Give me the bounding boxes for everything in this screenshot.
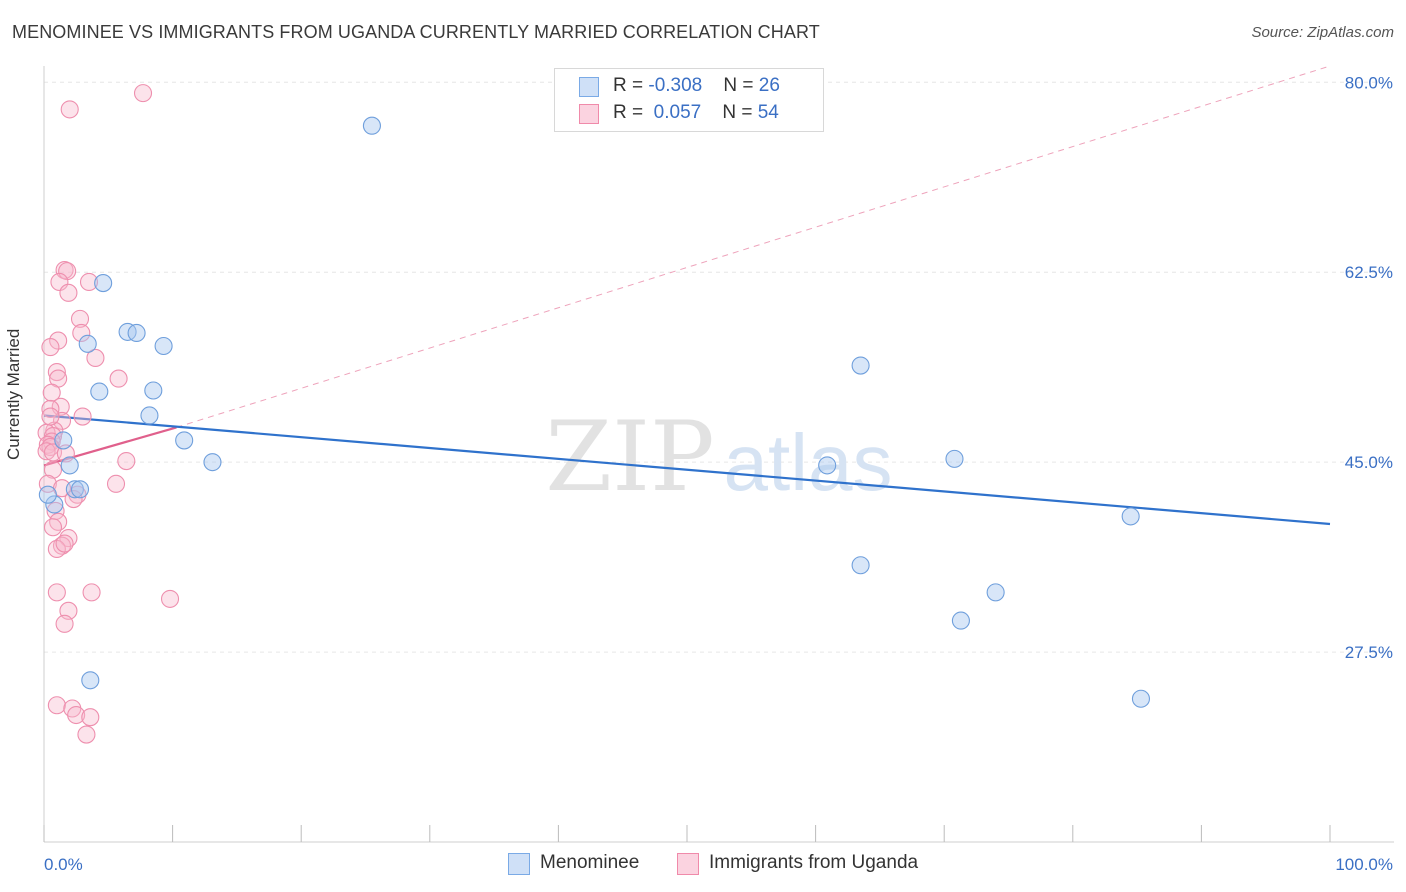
point-menominee — [362, 116, 381, 135]
watermark-atlas: atlas — [724, 418, 893, 507]
trend-line-uganda — [43, 426, 177, 467]
legend-swatch-menominee — [579, 77, 599, 97]
point-uganda — [60, 100, 79, 119]
point-uganda — [49, 512, 68, 531]
point-uganda — [47, 696, 66, 715]
point-menominee — [54, 431, 73, 450]
point-uganda — [49, 331, 68, 350]
y-tick-label: 27.5% — [1345, 643, 1393, 662]
point-uganda — [86, 348, 105, 367]
point-uganda — [117, 452, 136, 471]
point-uganda — [41, 399, 60, 419]
data-points — [37, 84, 1151, 744]
source-note: Source: ZipAtlas.com — [1251, 24, 1394, 41]
bottom-legend-swatch-uganda — [677, 853, 699, 875]
point-menominee — [60, 456, 79, 475]
point-menominee — [140, 406, 159, 425]
point-uganda — [67, 705, 86, 725]
point-uganda — [82, 583, 101, 602]
x-tick-label-max: 100.0% — [1335, 855, 1393, 874]
point-menominee — [945, 449, 964, 468]
tick-labels: 27.5% 45.0% 62.5% 80.0% 0.0% 100.0% — [44, 73, 1393, 874]
point-uganda — [106, 474, 126, 493]
point-uganda — [81, 708, 100, 727]
gridlines — [44, 81, 1394, 653]
point-menominee — [851, 556, 870, 575]
point-uganda — [59, 283, 78, 302]
point-uganda — [47, 583, 66, 602]
point-uganda — [73, 407, 92, 426]
point-uganda — [38, 474, 57, 493]
point-menominee — [78, 334, 97, 353]
point-menominee — [90, 382, 109, 401]
point-uganda — [52, 411, 72, 430]
point-uganda — [77, 725, 96, 744]
point-uganda — [64, 489, 83, 509]
stats-legend: R = -0.308 N = 26 R = 0.057 N = 54 — [554, 68, 824, 132]
trend-line-menominee — [43, 414, 1331, 526]
point-menominee — [118, 322, 137, 341]
point-menominee — [144, 381, 163, 400]
point-uganda — [52, 536, 72, 555]
point-uganda — [109, 369, 128, 388]
legend-r-value-uganda: 0.057 — [648, 102, 702, 123]
point-menominee — [81, 671, 100, 690]
y-tick-label: 45.0% — [1345, 453, 1393, 472]
point-uganda — [37, 442, 56, 461]
point-uganda — [55, 534, 74, 553]
legend-r-value-menominee: -0.308 — [648, 75, 703, 96]
point-menominee — [203, 453, 222, 472]
bottom-legend-label-menominee: Menominee — [540, 852, 640, 873]
point-menominee — [951, 611, 970, 630]
point-menominee — [70, 480, 90, 499]
watermark: ZIP atlas — [545, 401, 892, 513]
point-menominee — [986, 583, 1005, 602]
watermark-zip: ZIP — [545, 401, 714, 513]
trend-line-uganda-extension — [176, 65, 1331, 428]
y-tick-label: 80.0% — [1345, 73, 1393, 92]
trend-lines — [43, 65, 1331, 526]
legend-n-value-menominee: 26 — [758, 75, 780, 96]
point-uganda — [72, 323, 91, 343]
axes — [43, 66, 1394, 843]
point-menominee — [175, 431, 194, 450]
point-uganda — [79, 272, 99, 292]
chart-title: MENOMINEE VS IMMIGRANTS FROM UGANDA CURR… — [12, 22, 820, 42]
legend-n-label: N = — [722, 102, 758, 123]
point-uganda — [70, 309, 90, 328]
legend-swatch-uganda — [579, 104, 599, 124]
point-menominee — [851, 356, 870, 375]
x-tick-label-min: 0.0% — [44, 855, 83, 874]
y-tick-label: 62.5% — [1345, 263, 1393, 282]
point-uganda — [43, 518, 63, 537]
point-uganda — [133, 84, 153, 103]
point-uganda — [41, 338, 60, 357]
legend-r-label: R = — [613, 102, 649, 123]
point-uganda — [47, 363, 66, 382]
bottom-legend-swatch-menominee — [508, 853, 530, 875]
legend-n-value-uganda: 54 — [757, 102, 779, 123]
point-menominee — [154, 336, 173, 356]
point-uganda — [41, 407, 60, 426]
point-uganda — [55, 614, 74, 633]
point-uganda — [42, 383, 61, 402]
point-menominee — [127, 323, 146, 343]
legend-r-label: R = — [613, 75, 649, 96]
point-menominee — [65, 480, 84, 499]
point-menominee — [1131, 689, 1151, 708]
point-menominee — [45, 495, 64, 514]
point-uganda — [43, 460, 63, 479]
legend-n-label: N = — [723, 75, 759, 96]
point-menominee — [818, 456, 837, 475]
point-menominee — [38, 485, 57, 504]
point-menominee — [1121, 507, 1140, 526]
bottom-legend-label-uganda: Immigrants from Uganda — [709, 852, 919, 873]
point-uganda — [160, 589, 180, 608]
point-menominee — [94, 274, 113, 293]
